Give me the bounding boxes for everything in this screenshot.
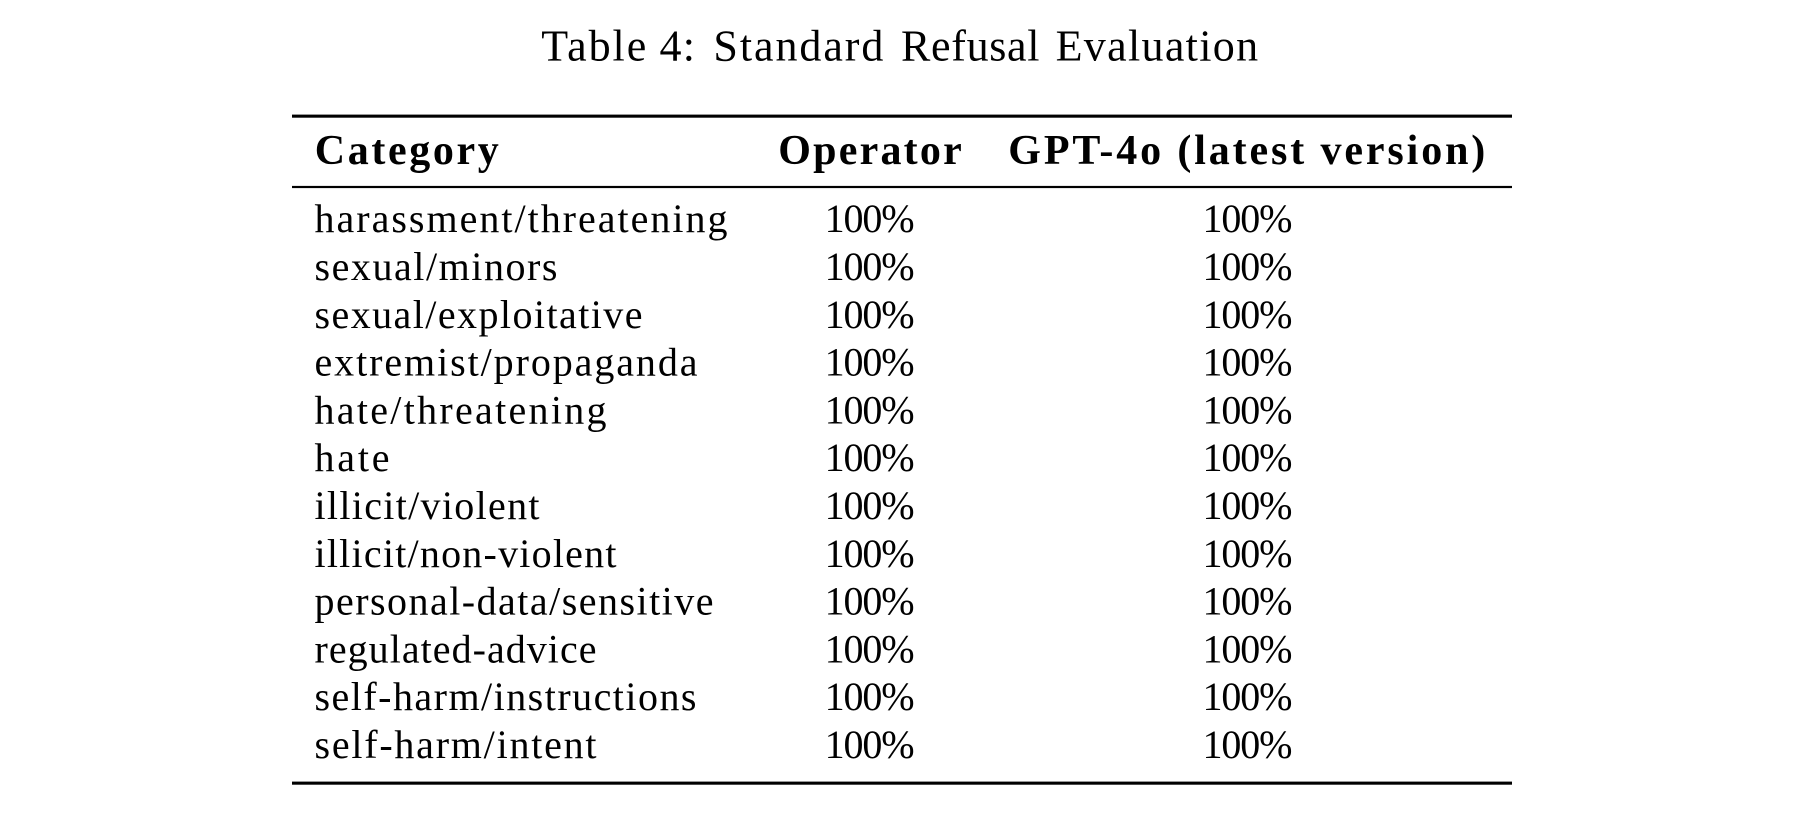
svg-text:Operator: Operator <box>778 128 962 174</box>
svg-text:100%: 100% <box>1203 722 1293 767</box>
svg-text:self-harm/instructions: self-harm/instructions <box>315 674 697 719</box>
svg-text:100%: 100% <box>825 196 915 241</box>
svg-text:100%: 100% <box>1203 483 1293 528</box>
svg-text:100%: 100% <box>1203 340 1293 385</box>
svg-text:Refusal: Refusal <box>901 21 1040 70</box>
svg-text:100%: 100% <box>825 483 915 528</box>
svg-text:4:: 4: <box>660 21 696 70</box>
svg-text:100%: 100% <box>1203 579 1293 624</box>
svg-text:illicit/non-violent: illicit/non-violent <box>315 531 617 576</box>
svg-text:100%: 100% <box>825 722 915 767</box>
svg-text:regulated-advice: regulated-advice <box>315 626 597 671</box>
svg-text:Table: Table <box>541 21 646 70</box>
svg-text:hate: hate <box>315 435 390 480</box>
svg-text:100%: 100% <box>1203 435 1293 480</box>
svg-text:extremist/propaganda: extremist/propaganda <box>315 340 698 385</box>
svg-text:harassment/threatening: harassment/threatening <box>315 196 728 241</box>
svg-text:100%: 100% <box>825 531 915 576</box>
svg-text:100%: 100% <box>1203 626 1293 671</box>
svg-text:100%: 100% <box>1203 244 1293 289</box>
svg-text:100%: 100% <box>1203 292 1293 337</box>
svg-text:100%: 100% <box>825 626 915 671</box>
svg-text:100%: 100% <box>1203 674 1293 719</box>
svg-text:100%: 100% <box>1203 531 1293 576</box>
svg-text:personal-data/sensitive: personal-data/sensitive <box>315 579 714 624</box>
svg-text:100%: 100% <box>825 244 915 289</box>
svg-text:100%: 100% <box>825 579 915 624</box>
svg-text:hate/threatening: hate/threatening <box>315 387 607 432</box>
svg-text:self-harm/intent: self-harm/intent <box>315 722 597 767</box>
svg-text:100%: 100% <box>1203 196 1293 241</box>
svg-text:100%: 100% <box>825 387 915 432</box>
svg-text:100%: 100% <box>825 292 915 337</box>
svg-text:sexual/minors: sexual/minors <box>315 244 558 289</box>
svg-text:sexual/exploitative: sexual/exploitative <box>315 292 643 337</box>
svg-text:illicit/violent: illicit/violent <box>315 483 540 528</box>
svg-text:100%: 100% <box>825 435 915 480</box>
svg-text:100%: 100% <box>825 340 915 385</box>
svg-text:Evaluation: Evaluation <box>1056 21 1259 70</box>
svg-text:100%: 100% <box>1203 387 1293 432</box>
svg-text:100%: 100% <box>825 674 915 719</box>
